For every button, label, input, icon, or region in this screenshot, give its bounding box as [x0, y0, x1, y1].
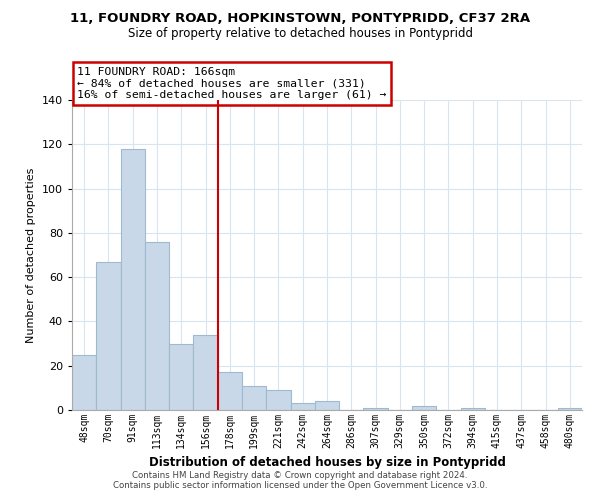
Bar: [121, 148, 145, 410]
Bar: [266, 390, 290, 410]
Bar: [461, 408, 485, 410]
Text: 11, FOUNDRY ROAD, HOPKINSTOWN, PONTYPRIDD, CF37 2RA: 11, FOUNDRY ROAD, HOPKINSTOWN, PONTYPRID…: [70, 12, 530, 26]
Bar: [364, 408, 388, 410]
X-axis label: Distribution of detached houses by size in Pontypridd: Distribution of detached houses by size …: [149, 456, 505, 469]
Text: Size of property relative to detached houses in Pontypridd: Size of property relative to detached ho…: [128, 28, 473, 40]
Bar: [315, 401, 339, 410]
Bar: [193, 334, 218, 410]
Bar: [218, 372, 242, 410]
Bar: [412, 406, 436, 410]
Bar: [72, 354, 96, 410]
Bar: [290, 404, 315, 410]
Y-axis label: Number of detached properties: Number of detached properties: [26, 168, 36, 342]
Bar: [242, 386, 266, 410]
Bar: [169, 344, 193, 410]
Bar: [145, 242, 169, 410]
Bar: [96, 262, 121, 410]
Text: Contains HM Land Registry data © Crown copyright and database right 2024.
Contai: Contains HM Land Registry data © Crown c…: [113, 470, 487, 490]
Bar: [558, 408, 582, 410]
Text: 11 FOUNDRY ROAD: 166sqm
← 84% of detached houses are smaller (331)
16% of semi-d: 11 FOUNDRY ROAD: 166sqm ← 84% of detache…: [77, 67, 386, 100]
